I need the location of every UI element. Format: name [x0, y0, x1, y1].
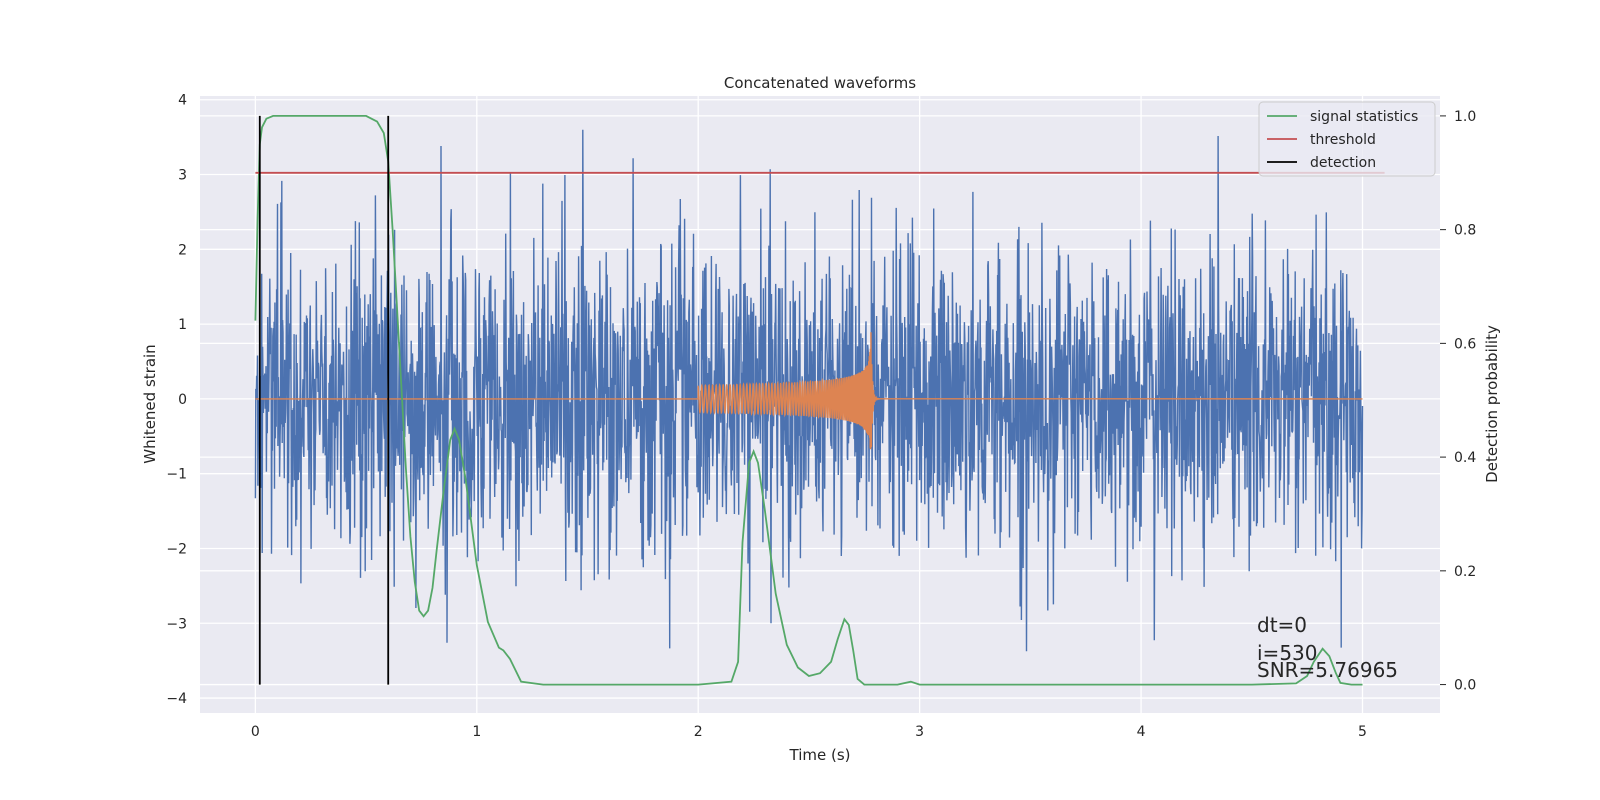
y-axis-label: Whitened strain	[141, 344, 159, 463]
y-tick-label-1: −3	[166, 616, 187, 632]
template-series	[255, 332, 1363, 450]
x-tick-label-1: 1	[472, 724, 481, 740]
y-tick-label-4: 0	[178, 392, 187, 408]
annotation-dt: dt=0	[1257, 613, 1307, 637]
y-tick-label-7: 3	[178, 168, 187, 184]
template-line	[255, 332, 1363, 450]
y-tick-label-6: 2	[178, 242, 187, 258]
y-right-axis-label: Detection probability	[1483, 325, 1501, 483]
legend-label-threshold: threshold	[1310, 132, 1376, 148]
strain-line	[254, 129, 1364, 652]
x-tick-label-3: 3	[915, 724, 924, 740]
y-tick-label-8: 4	[178, 93, 187, 109]
legend: signal statistics threshold detection	[1258, 101, 1436, 177]
y-ticks-right: 0.0 0.2 0.4 0.6 0.8 1.0	[1440, 109, 1476, 694]
legend-label-signal-statistics: signal statistics	[1310, 109, 1418, 125]
x-axis-label: Time (s)	[789, 746, 851, 764]
annotation-i: i=530	[1257, 641, 1318, 665]
y-right-tick-label-2: 0.4	[1454, 450, 1476, 466]
chart-title: Concatenated waveforms	[724, 74, 916, 92]
x-tick-label-5: 5	[1358, 724, 1367, 740]
x-tick-label-0: 0	[251, 724, 260, 740]
legend-box	[1258, 101, 1436, 177]
plot-area	[254, 115, 1385, 686]
y-tick-label-2: −2	[166, 541, 187, 557]
y-right-tick-label-3: 0.6	[1454, 336, 1476, 352]
y-right-tick-label-4: 0.8	[1454, 223, 1476, 239]
annotation-snr: SNR=5.76965	[1257, 658, 1398, 682]
x-ticks: 0 1 2 3 4 5	[251, 724, 1367, 740]
y-right-tick-label-5: 1.0	[1454, 109, 1476, 125]
y-right-tick-label-1: 0.2	[1454, 564, 1476, 580]
x-tick-label-4: 4	[1137, 724, 1146, 740]
x-tick-label-2: 2	[694, 724, 703, 740]
legend-label-detection: detection	[1310, 155, 1376, 171]
y-tick-label-0: −4	[166, 691, 187, 707]
y-ticks-left: −4 −3 −2 −1 0 1 2 3 4	[166, 93, 187, 707]
probability-series	[254, 115, 1385, 686]
strain-series	[254, 129, 1364, 652]
y-tick-label-3: −1	[166, 467, 187, 483]
y-tick-label-5: 1	[178, 317, 187, 333]
signal-statistics-line	[254, 115, 1363, 686]
y-right-tick-label-0: 0.0	[1454, 678, 1476, 694]
